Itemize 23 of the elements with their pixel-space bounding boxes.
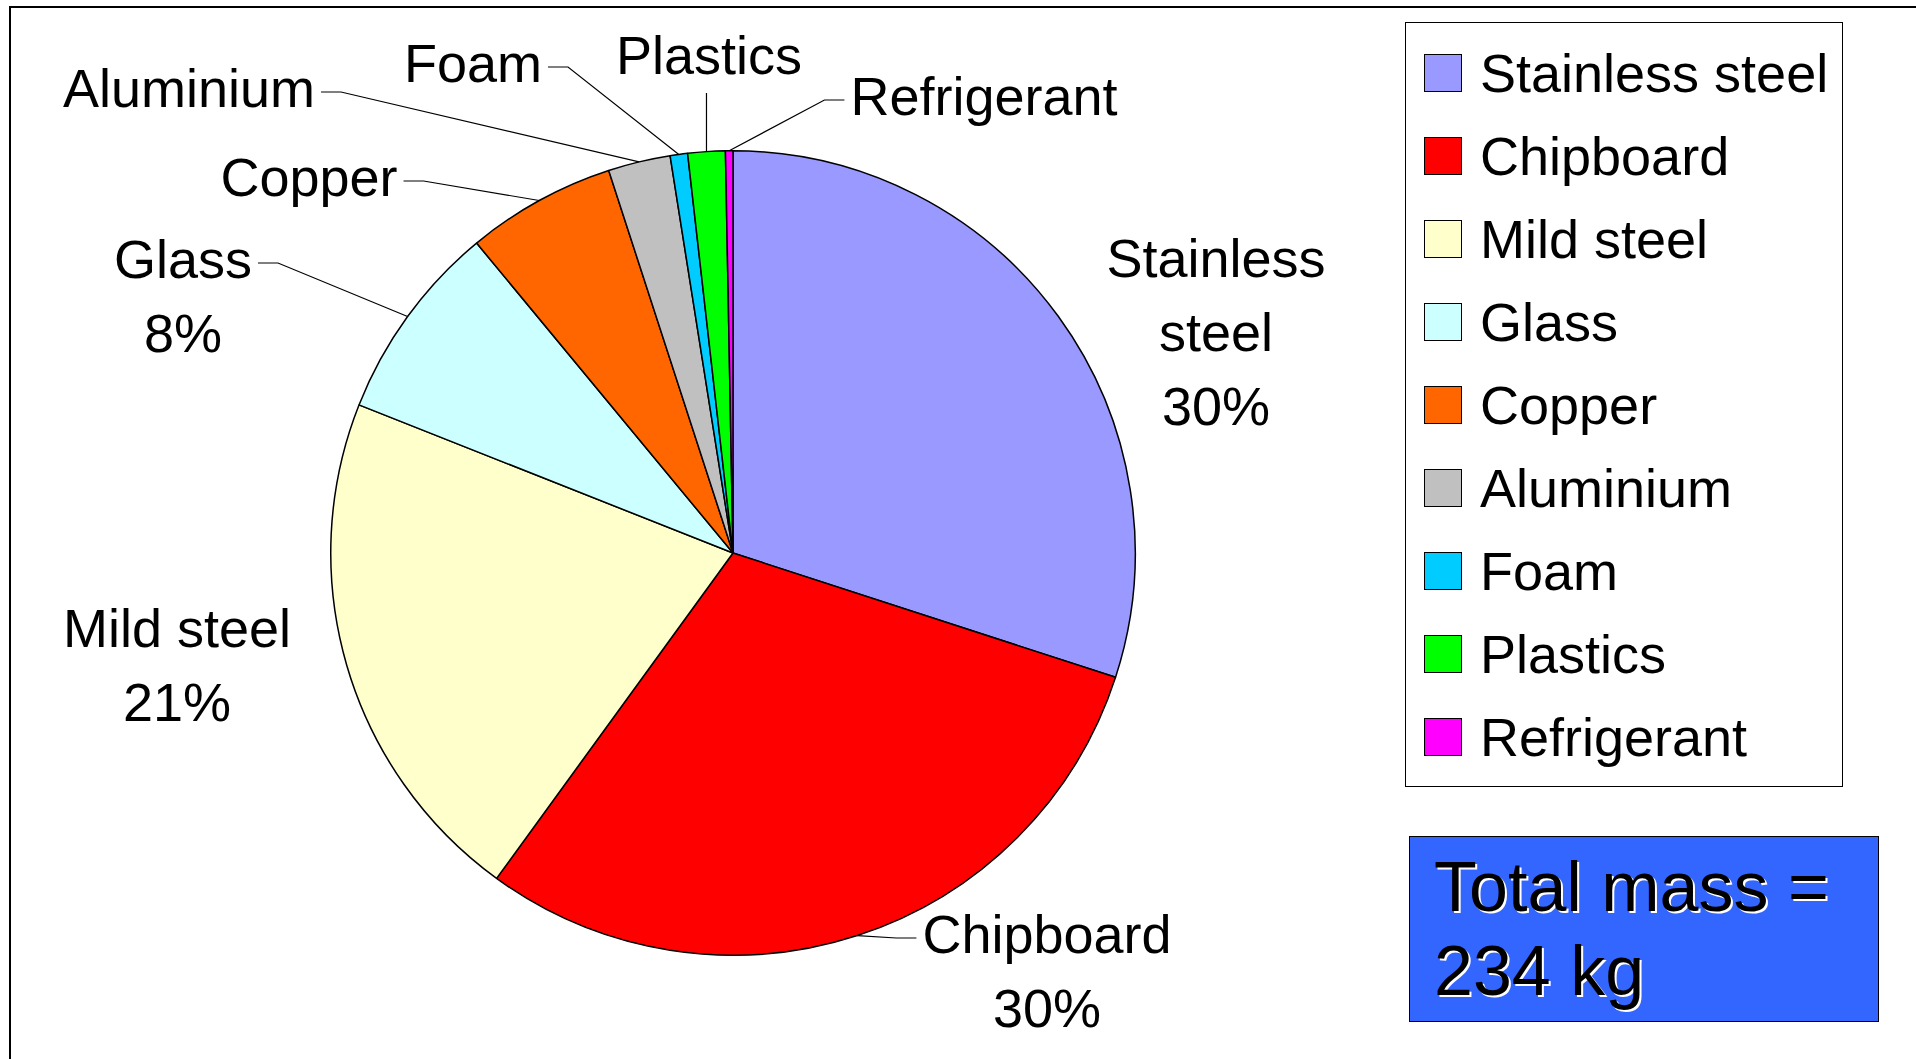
data-label: 30% <box>992 977 1102 1038</box>
data-label: 30% <box>1161 375 1271 436</box>
slice-label: Stainless steel <box>1106 227 1326 362</box>
legend-label: Refrigerant <box>1480 705 1748 768</box>
slice-label: Refrigerant <box>850 65 1118 126</box>
legend-label: Copper <box>1480 373 1658 436</box>
slice-label: Copper <box>220 146 398 207</box>
slice-label: Chipboard <box>922 903 1172 964</box>
legend-label: Aluminium <box>1480 456 1733 519</box>
slice-label: Aluminium <box>62 57 316 118</box>
legend-label: Glass <box>1480 290 1619 353</box>
slice-label: Mild steel <box>62 597 292 658</box>
slice-label: Glass <box>113 228 253 289</box>
slice-label: Foam <box>403 32 543 93</box>
legend-label: Chipboard <box>1480 124 1730 187</box>
legend-label: Plastics <box>1480 622 1667 685</box>
legend-label: Stainless steel <box>1480 41 1829 104</box>
slice-label: Plastics <box>615 24 803 85</box>
data-label: 21% <box>122 671 232 732</box>
text: Total mass = 234 kg <box>1409 836 1879 1022</box>
legend-label: Foam <box>1480 539 1619 602</box>
data-label: 8% <box>143 302 223 363</box>
legend-label: Mild steel <box>1480 207 1709 270</box>
